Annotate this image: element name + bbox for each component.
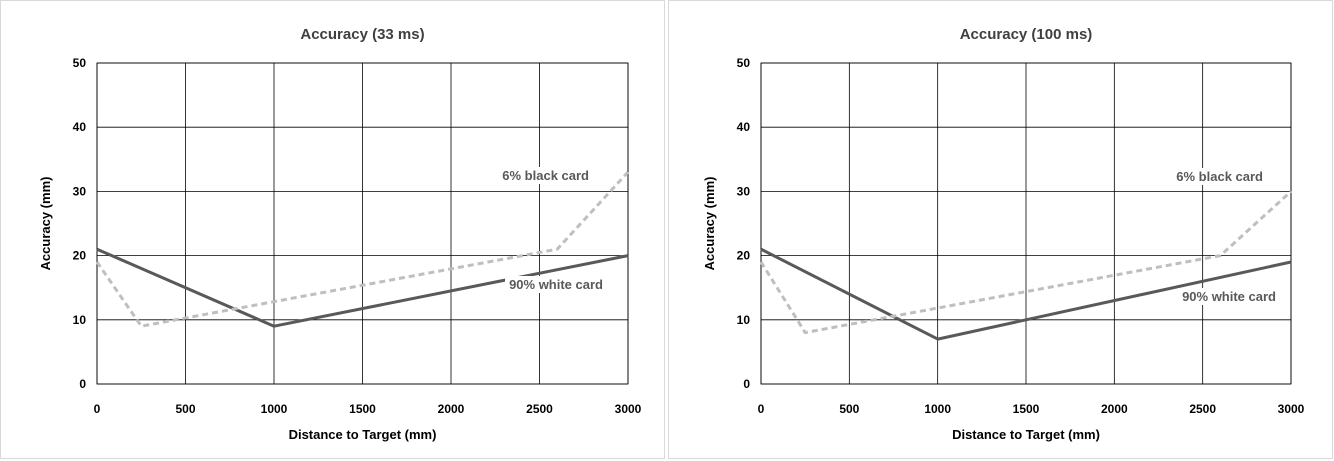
x-axis-title: Distance to Target (mm) (289, 427, 437, 442)
chart-panel-100ms: Accuracy (100 ms) 0 500 1000 1500 2000 2500 300… (668, 0, 1333, 459)
y-tick-label: 20 (737, 249, 751, 263)
x-tick-label: 0 (758, 402, 765, 416)
x-tick-label: 3000 (1278, 402, 1305, 416)
plot-area-border (96, 62, 629, 385)
y-tick-label: 40 (737, 120, 751, 134)
plot-area-border (760, 62, 1292, 385)
y-tick-label: 0 (743, 377, 750, 391)
x-tick-label: 1000 (261, 402, 288, 416)
series-label-background (498, 167, 594, 184)
chart-title: Accuracy (100 ms) (960, 26, 1093, 43)
x-tick-label: 500 (175, 402, 195, 416)
x-tick-label: 2000 (1101, 402, 1128, 416)
y-tick-label: 10 (73, 313, 87, 327)
series-label-background (1178, 288, 1281, 305)
series-label-black-card: 6% black card (502, 168, 589, 183)
x-tick-label: 0 (94, 402, 101, 416)
y-tick-label: 40 (73, 120, 87, 134)
x-tick-label: 2000 (438, 402, 465, 416)
x-axis-title: Distance to Target (mm) (952, 427, 1100, 442)
series-label-background (505, 276, 608, 293)
x-tick-label: 1500 (349, 402, 376, 416)
series-label-white-card: 90% white card (1182, 289, 1276, 304)
y-axis-title: Accuracy (mm) (702, 177, 717, 271)
chart-panel-33ms: Accuracy (33 ms) 0 500 1000 1500 2000 2500 3000… (0, 0, 665, 459)
series-line-white-card (760, 247, 1292, 341)
y-tick-label: 20 (73, 249, 87, 263)
y-tick-label: 10 (737, 313, 751, 327)
y-axis-title: Accuracy (mm) (38, 177, 53, 271)
x-tick-label: 3000 (615, 402, 642, 416)
series-line-black-card (759, 190, 1293, 335)
y-tick-label: 30 (737, 184, 751, 198)
x-tick-label: 2500 (1189, 402, 1216, 416)
chart-33ms: Accuracy (33 ms)0 500 1000 1500 2000 2500 3000… (38, 26, 642, 442)
chart-title: Accuracy (33 ms) (300, 26, 424, 43)
y-tick-label: 50 (73, 56, 87, 70)
series-line-black-card (95, 171, 630, 328)
chart-100ms: Accuracy (100 ms)0 500 1000 1500 2000 2500 300… (702, 26, 1305, 442)
y-tick-label: 30 (73, 184, 87, 198)
x-tick-label: 2500 (526, 402, 553, 416)
x-tick-label: 1000 (924, 402, 951, 416)
x-tick-label: 500 (839, 402, 859, 416)
series-label-white-card: 90% white card (509, 277, 603, 292)
series-label-black-card: 6% black card (1176, 169, 1263, 184)
series-label-background (1172, 168, 1268, 185)
x-tick-label: 1500 (1013, 402, 1040, 416)
y-tick-label: 0 (79, 377, 86, 391)
y-tick-label: 50 (737, 56, 751, 70)
